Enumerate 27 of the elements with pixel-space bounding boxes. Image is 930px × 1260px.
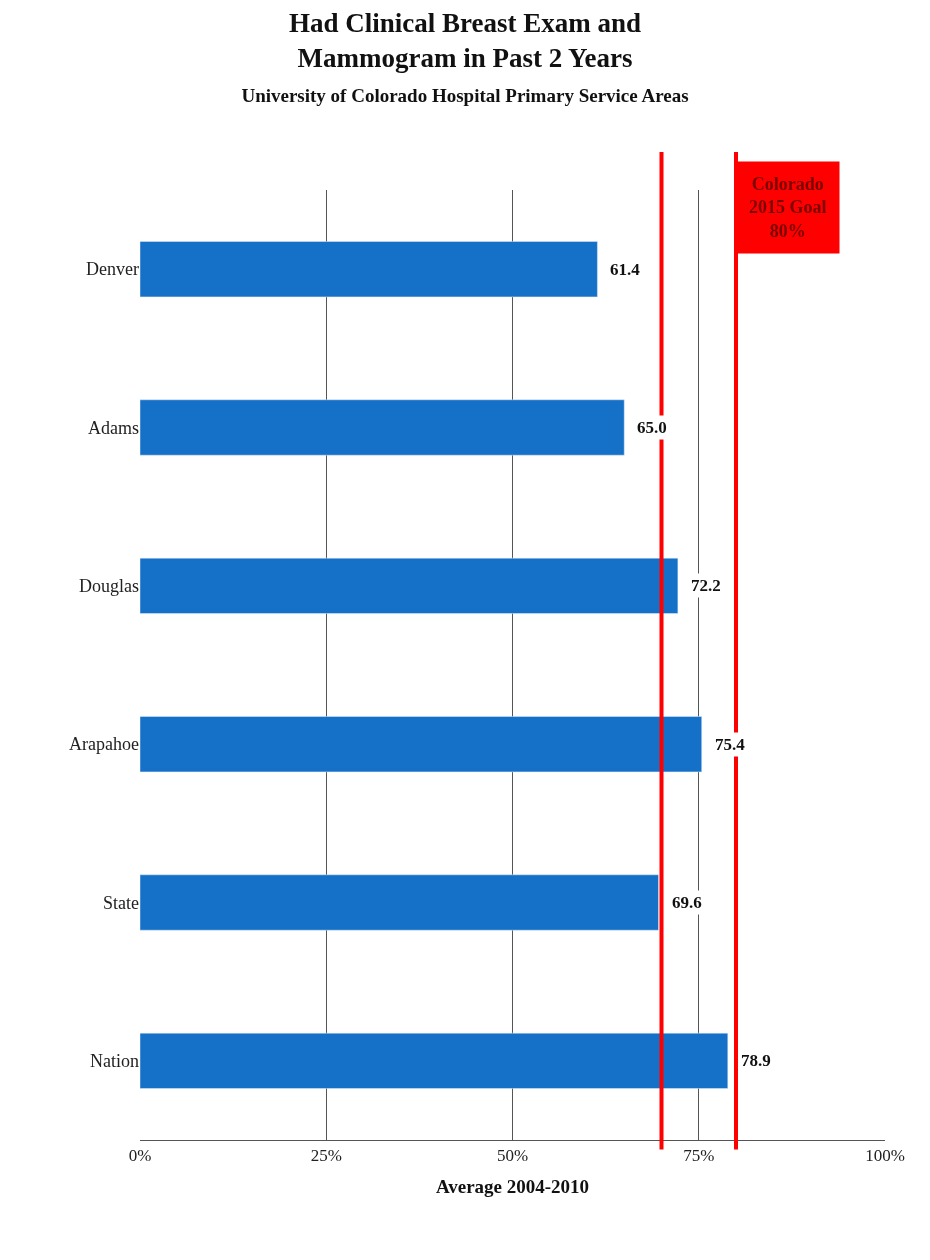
data-label: 72.2 xyxy=(691,576,721,595)
x-tick-label: 100% xyxy=(865,1146,905,1166)
x-tick-label: 25% xyxy=(310,1146,342,1166)
data-label: 75.4 xyxy=(715,735,746,754)
data-label: 61.4 xyxy=(610,260,641,279)
bar xyxy=(140,399,625,456)
y-tick-label: Arapahoe xyxy=(69,734,139,755)
y-tick-label: Adams xyxy=(88,417,139,438)
bar xyxy=(140,1032,729,1089)
ref-line-label: Colorado 2015 Goal 80% xyxy=(749,174,827,241)
y-tick-label: Denver xyxy=(86,259,139,280)
bar xyxy=(140,557,679,614)
bar xyxy=(140,874,659,931)
data-label: 65.0 xyxy=(637,418,667,437)
y-tick-label: Nation xyxy=(90,1051,139,1072)
data-label: 78.9 xyxy=(741,1051,771,1070)
y-tick-label: State xyxy=(103,892,139,913)
x-tick-label: 50% xyxy=(496,1146,529,1166)
bar xyxy=(140,716,702,773)
x-tick-label: 0% xyxy=(128,1146,152,1166)
chart-subtitle: University of Colorado Hospital Primary Service Areas xyxy=(241,84,689,106)
x-tick-label: 75% xyxy=(683,1146,715,1166)
data-label: 69.6 xyxy=(672,893,702,912)
bar xyxy=(140,241,598,298)
y-tick-label: Douglas xyxy=(79,576,139,597)
chart-title: Had Clinical Breast Exam and Mammogram in Past 2 Years xyxy=(288,7,642,73)
x-axis-title: Average 2004-2010 xyxy=(435,1176,590,1198)
